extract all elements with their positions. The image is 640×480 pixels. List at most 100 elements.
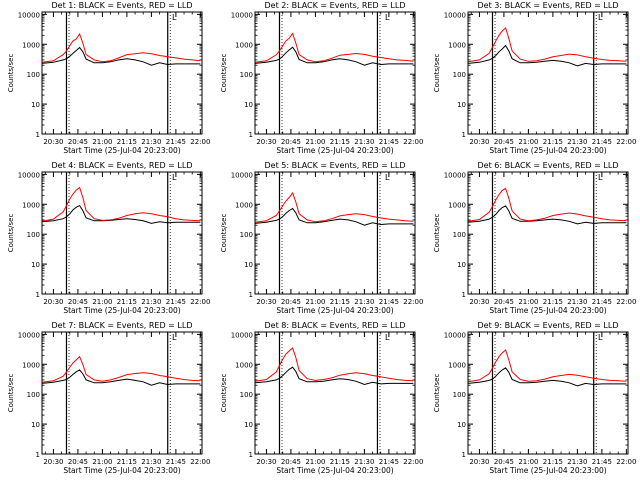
x-tick-label: 20:45 [494,138,514,146]
lld-series-line [467,349,627,383]
x-tick-label: 20:45 [494,298,514,306]
x-tick-label: 22:00 [403,138,423,146]
corner-marker: L [385,333,390,342]
y-tick-label: 10 [457,101,466,109]
y-tick-label: 10000 [231,11,253,19]
events-series-line [254,366,414,386]
y-tick-label: 1 [249,451,253,459]
x-tick-label: 21:45 [379,458,399,466]
panel-title: Det 2: BLACK = Events, RED = LLD [265,1,406,10]
x-tick-label: 21:00 [305,298,325,306]
x-tick-label: 20:45 [68,458,88,466]
y-axis-label: Counts/sec [7,214,15,253]
x-tick-label: 21:00 [305,458,325,466]
x-tick-label: 21:15 [543,138,563,146]
events-series-line [467,205,627,225]
lld-series-line [41,186,201,222]
y-tick-label: 1 [462,131,466,139]
x-axis-label: Start Time (25-Jul-04 20:23:00) [489,466,606,475]
x-tick-label: 21:15 [117,298,137,306]
y-tick-label: 10000 [231,331,253,339]
y-tick-label: 1000 [235,201,253,209]
y-tick-label: 1000 [22,201,40,209]
y-axis-label: Counts/sec [7,54,15,93]
y-tick-label: 10000 [18,11,40,19]
x-tick-label: 21:00 [518,458,538,466]
y-tick-label: 100 [453,231,466,239]
events-series-line [467,44,627,67]
detector-panel-1: Det 1: BLACK = Events, RED = LLD L 1 10 100 1… [7,1,210,155]
corner-marker: L [172,173,177,182]
y-tick-label: 1 [36,131,40,139]
detector-panel-8: Det 8: BLACK = Events, RED = LLD L 1 10 100 1… [220,321,423,475]
x-tick-label: 20:30 [469,458,489,466]
x-axis-label: Start Time (25-Jul-04 20:23:00) [63,306,180,315]
plot-frame [41,331,203,455]
x-tick-label: 21:45 [166,298,186,306]
y-axis-label: Counts/sec [220,374,228,413]
corner-marker: L [598,13,603,22]
x-tick-label: 20:45 [68,138,88,146]
y-tick-label: 100 [453,391,466,399]
y-tick-label: 1 [249,291,253,299]
x-tick-label: 20:30 [469,138,489,146]
panel-title: Det 3: BLACK = Events, RED = LLD [478,1,619,10]
plot-frame [467,331,629,455]
x-tick-label: 22:00 [190,138,210,146]
lld-series-line [41,32,201,63]
x-tick-label: 21:45 [166,458,186,466]
x-axis-label: Start Time (25-Jul-04 20:23:00) [276,306,393,315]
y-tick-label: 100 [240,71,253,79]
y-tick-label: 1000 [22,361,40,369]
x-tick-label: 21:45 [379,138,399,146]
corner-marker: L [598,333,603,342]
x-tick-label: 20:45 [281,138,301,146]
y-tick-label: 1000 [235,361,253,369]
x-tick-label: 20:45 [68,298,88,306]
x-tick-label: 21:15 [543,458,563,466]
panel-title: Det 4: BLACK = Events, RED = LLD [52,161,193,170]
y-tick-label: 10000 [444,331,466,339]
lld-series-line [254,347,414,382]
events-series-line [467,367,627,387]
x-tick-label: 22:00 [616,138,636,146]
y-tick-label: 1 [462,291,466,299]
corner-marker: L [598,173,603,182]
plot-frame [41,171,203,295]
y-axis-label: Counts/sec [220,214,228,253]
x-axis-label: Start Time (25-Jul-04 20:23:00) [276,146,393,155]
x-tick-label: 21:45 [379,298,399,306]
x-tick-label: 21:15 [330,138,350,146]
x-tick-label: 21:30 [141,458,161,466]
x-tick-label: 20:45 [281,458,301,466]
lld-series-line [41,355,201,383]
x-axis-label: Start Time (25-Jul-04 20:23:00) [63,466,180,475]
x-tick-label: 21:15 [330,298,350,306]
x-tick-label: 22:00 [190,298,210,306]
x-tick-label: 21:00 [92,138,112,146]
detector-panel-9: Det 9: BLACK = Events, RED = LLD L 1 10 100 1… [433,321,636,475]
events-series-line [41,204,201,224]
y-tick-label: 10 [244,101,253,109]
x-tick-label: 20:30 [43,138,63,146]
plot-frame [254,11,416,135]
events-series-line [254,207,414,226]
y-axis-label: Counts/sec [433,374,441,413]
y-tick-label: 1 [462,451,466,459]
x-tick-label: 22:00 [616,298,636,306]
x-tick-label: 21:30 [567,298,587,306]
x-tick-label: 21:15 [330,458,350,466]
plot-frame [41,11,203,135]
corner-marker: L [172,333,177,342]
panel-title: Det 7: BLACK = Events, RED = LLD [52,321,193,330]
x-tick-label: 22:00 [403,458,423,466]
x-axis-label: Start Time (25-Jul-04 20:23:00) [489,146,606,155]
corner-marker: L [172,13,177,22]
y-tick-label: 100 [27,231,40,239]
x-tick-label: 20:30 [256,138,276,146]
x-tick-label: 20:30 [256,298,276,306]
x-tick-label: 21:15 [543,298,563,306]
y-tick-label: 10 [31,101,40,109]
x-tick-label: 21:00 [92,298,112,306]
y-tick-label: 100 [453,71,466,79]
